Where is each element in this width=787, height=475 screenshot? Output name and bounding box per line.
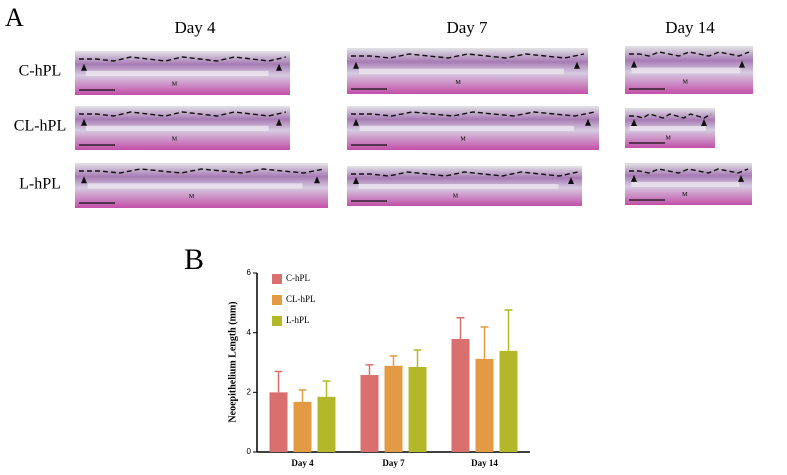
epithelium-trace: [629, 51, 750, 57]
bar: [499, 350, 518, 452]
bar: [269, 392, 288, 452]
epithelium-trace: [351, 171, 579, 177]
epithelium-trace: [629, 113, 712, 119]
arrowhead: [574, 61, 580, 69]
tissue-label: M: [455, 80, 461, 86]
arrowhead: [631, 60, 637, 68]
legend-label: C-hPL: [286, 273, 310, 283]
legend-swatch: [272, 274, 282, 284]
x-tick-label: Day 7: [382, 458, 405, 468]
tissue-label: M: [666, 135, 672, 141]
wound-bed: [359, 68, 564, 75]
y-tick-label: 6: [247, 268, 252, 277]
arrowhead: [353, 118, 359, 126]
epithelium-trace: [79, 56, 287, 62]
wound-bed: [87, 183, 303, 189]
arrowhead: [353, 177, 359, 184]
y-tick-label: 4: [247, 328, 252, 337]
histology-images: M M M M M M M M M: [75, 46, 753, 208]
wound-bed: [631, 181, 740, 187]
x-tick-label: Day 14: [471, 458, 498, 468]
arrowhead: [276, 63, 282, 71]
legend-swatch: [272, 316, 282, 326]
panel-label: B: [184, 243, 204, 276]
tissue-label: M: [453, 193, 459, 199]
column-title: Day 7: [446, 18, 488, 37]
wound-bed: [631, 67, 741, 74]
arrowhead: [353, 61, 359, 69]
arrowhead: [314, 176, 320, 184]
tissue-label: M: [172, 81, 178, 87]
arrowhead: [738, 174, 744, 182]
wound-bed: [358, 184, 559, 189]
bar: [408, 366, 427, 452]
tissue-label: M: [460, 136, 466, 142]
y-axis-label: Neoepithelium Length (mm): [227, 301, 238, 422]
row-label: CL-hPL: [14, 118, 66, 135]
bar: [360, 375, 379, 452]
tissue-label: M: [683, 79, 689, 85]
arrowhead: [81, 118, 87, 126]
legend-swatch: [272, 295, 282, 305]
wound-bed: [629, 126, 706, 131]
wound-bed: [85, 125, 269, 132]
column-title: Day 4: [174, 18, 216, 37]
tissue-label: M: [189, 194, 195, 200]
epithelium-trace: [629, 168, 749, 174]
tissue-label: M: [172, 136, 178, 142]
legend-label: CL-hPL: [286, 294, 316, 304]
bar: [384, 365, 403, 452]
y-tick-label: 2: [247, 387, 252, 396]
arrowhead: [631, 119, 637, 126]
legend-label: L-hPL: [286, 315, 310, 325]
arrowhead: [739, 60, 745, 68]
wound-bed: [85, 70, 269, 77]
bar: [317, 396, 336, 452]
arrowhead: [276, 118, 282, 126]
y-tick-label: 0: [247, 447, 252, 456]
epithelium-trace: [351, 111, 596, 117]
arrowhead: [585, 118, 591, 126]
epithelium-trace: [79, 168, 325, 174]
epithelium-trace: [351, 53, 585, 59]
arrowhead: [568, 177, 574, 184]
arrowhead: [701, 119, 707, 126]
bar: [451, 338, 470, 452]
panel-label: A: [5, 3, 24, 32]
bar: [475, 358, 494, 452]
bar-chart: Neoepithelium Length (mm) 0 2 4 6 Day 4 Day 7…: [227, 268, 530, 468]
arrowhead: [81, 176, 87, 184]
column-title: Day 14: [665, 18, 715, 37]
arrowhead: [81, 63, 87, 71]
row-label: C-hPL: [19, 63, 62, 80]
row-label: L-hPL: [19, 176, 61, 193]
arrowhead: [631, 174, 637, 182]
x-tick-label: Day 4: [291, 458, 314, 468]
wound-bed: [359, 125, 574, 132]
bar: [293, 401, 312, 452]
tissue-label: M: [682, 192, 688, 198]
epithelium-trace: [79, 111, 287, 117]
